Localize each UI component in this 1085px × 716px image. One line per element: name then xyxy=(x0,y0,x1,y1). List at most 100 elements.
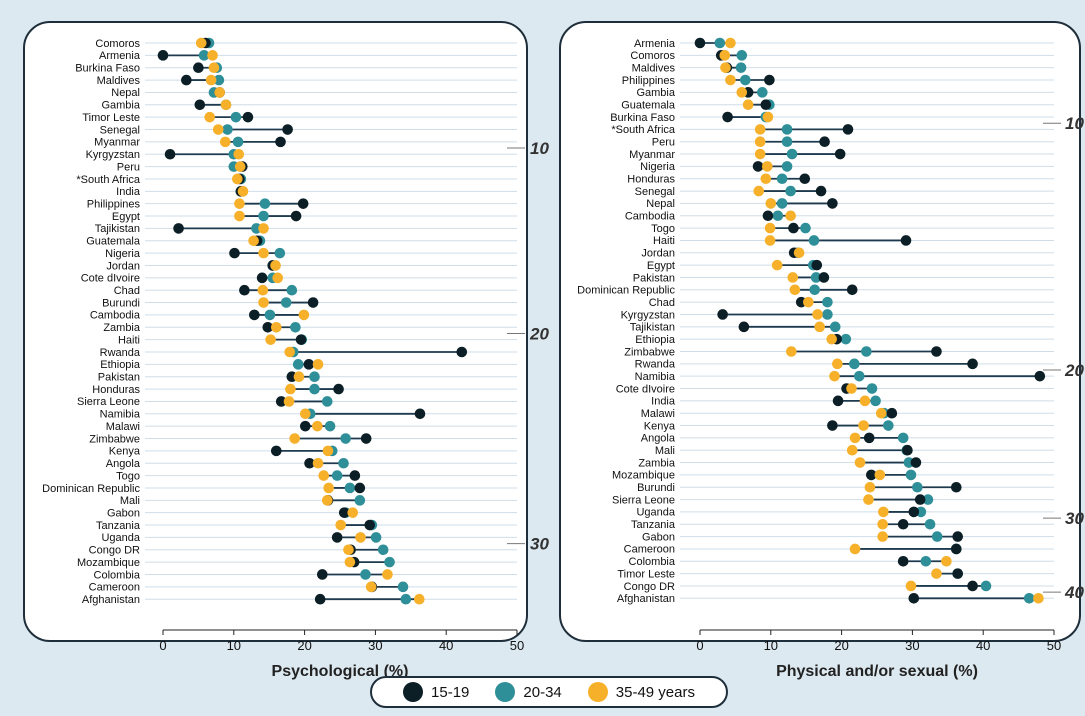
point-15-19 xyxy=(952,568,964,579)
point-15-19 xyxy=(799,173,811,185)
point-15-19 xyxy=(722,111,733,123)
point-35-49-years xyxy=(312,359,324,370)
category-label: Mozambique xyxy=(612,470,675,482)
point-35-49-years xyxy=(858,420,869,431)
point-20-34 xyxy=(340,433,351,444)
category-label: Angola xyxy=(641,433,676,445)
panel-2: ArmeniaComorosMaldivesPhilippinesGambiaG… xyxy=(559,21,1081,680)
point-20-34 xyxy=(740,74,751,86)
point-20-34 xyxy=(810,272,822,283)
point-35-49-years xyxy=(300,408,311,420)
point-15-19 xyxy=(282,124,293,135)
point-20-34 xyxy=(286,284,298,296)
point-35-49-years xyxy=(237,186,249,197)
point-20-34 xyxy=(222,124,233,135)
point-20-34 xyxy=(736,50,748,61)
point-35-49-years xyxy=(877,531,888,542)
point-20-34 xyxy=(905,469,917,481)
point-20-34 xyxy=(290,321,301,333)
point-20-34 xyxy=(822,296,833,308)
point-35-49-years xyxy=(212,124,224,135)
category-label: Afghanistan xyxy=(617,593,675,605)
x-tick-label: 50 xyxy=(1047,638,1061,653)
point-20-34 xyxy=(772,210,784,222)
point-15-19 xyxy=(931,346,942,357)
point-15-19 xyxy=(242,111,254,123)
point-20-34 xyxy=(1023,593,1035,604)
category-label: Afghanistan xyxy=(82,594,140,606)
point-15-19 xyxy=(897,555,909,567)
point-15-19 xyxy=(456,346,468,358)
side-tick-label: 20 xyxy=(529,324,549,343)
point-20-34 xyxy=(980,580,992,592)
point-20-34 xyxy=(854,370,865,382)
point-35-49-years xyxy=(233,148,245,160)
point-35-49-years xyxy=(1033,593,1044,604)
category-label: Cameroon xyxy=(624,544,675,556)
category-label: Chad xyxy=(114,285,140,297)
category-label: Uganda xyxy=(636,507,675,519)
point-20-34 xyxy=(808,235,820,246)
category-label: Burundi xyxy=(102,297,140,309)
point-20-34 xyxy=(400,593,412,605)
category-label: Gambia xyxy=(636,87,675,99)
point-35-49-years xyxy=(234,161,246,172)
point-35-49-years xyxy=(283,396,295,407)
point-15-19 xyxy=(866,469,877,481)
category-label: India xyxy=(116,186,141,198)
point-20-34 xyxy=(198,50,210,61)
category-label: Mozambique xyxy=(77,557,140,569)
point-35-49-years xyxy=(905,580,917,592)
category-label: Zimbabwe xyxy=(624,346,675,358)
category-label: *South Africa xyxy=(76,174,140,186)
legend-label-15-19: 15-19 xyxy=(431,683,470,701)
point-20-34 xyxy=(912,481,923,493)
point-20-34 xyxy=(931,531,943,542)
category-label: India xyxy=(651,396,676,408)
side-tick-label: 10 xyxy=(1065,114,1084,133)
point-20-34 xyxy=(280,297,292,308)
point-15-19 xyxy=(914,494,926,505)
point-35-49-years xyxy=(864,481,876,493)
point-35-49-years xyxy=(195,37,207,49)
point-35-49-years xyxy=(312,457,324,469)
category-label: Namibia xyxy=(100,409,141,421)
category-label: Congo DR xyxy=(624,581,675,593)
category-label: Cameroon xyxy=(89,582,140,594)
point-20-34 xyxy=(922,494,934,505)
category-label: Honduras xyxy=(627,174,675,186)
point-35-49-years xyxy=(753,185,765,197)
point-20-34 xyxy=(840,333,852,345)
point-35-49-years xyxy=(859,395,871,407)
point-20-34 xyxy=(785,185,796,197)
category-label: Nigeria xyxy=(105,248,141,260)
category-label: Myanmar xyxy=(94,137,140,149)
side-tick-label: 10 xyxy=(530,139,549,158)
x-tick-label: 0 xyxy=(159,638,166,653)
point-35-49-years xyxy=(720,62,731,73)
point-20-34 xyxy=(360,569,371,580)
point-15-19 xyxy=(331,532,343,543)
point-20-34 xyxy=(230,111,242,123)
point-35-49-years xyxy=(270,260,281,271)
point-35-49-years xyxy=(719,50,731,61)
point-15-19 xyxy=(827,198,838,209)
category-label: Ethiopia xyxy=(635,334,676,346)
point-35-49-years xyxy=(322,445,334,457)
point-15-19 xyxy=(307,297,319,308)
point-20-34 xyxy=(274,247,286,259)
category-label: Haiti xyxy=(118,334,140,346)
point-20-34 xyxy=(384,556,395,568)
category-label: Tanzania xyxy=(96,520,141,532)
point-35-49-years xyxy=(265,334,276,345)
point-35-49-years xyxy=(849,432,861,444)
category-label: Honduras xyxy=(92,384,140,396)
category-label: Armenia xyxy=(634,38,676,50)
point-20-34 xyxy=(324,420,336,432)
category-label: Tanzania xyxy=(631,519,676,531)
point-20-34 xyxy=(849,358,860,370)
category-label: Dominican Republic xyxy=(42,483,140,495)
point-20-34 xyxy=(213,74,225,86)
point-35-49-years xyxy=(829,370,840,382)
point-35-49-years xyxy=(725,74,736,86)
